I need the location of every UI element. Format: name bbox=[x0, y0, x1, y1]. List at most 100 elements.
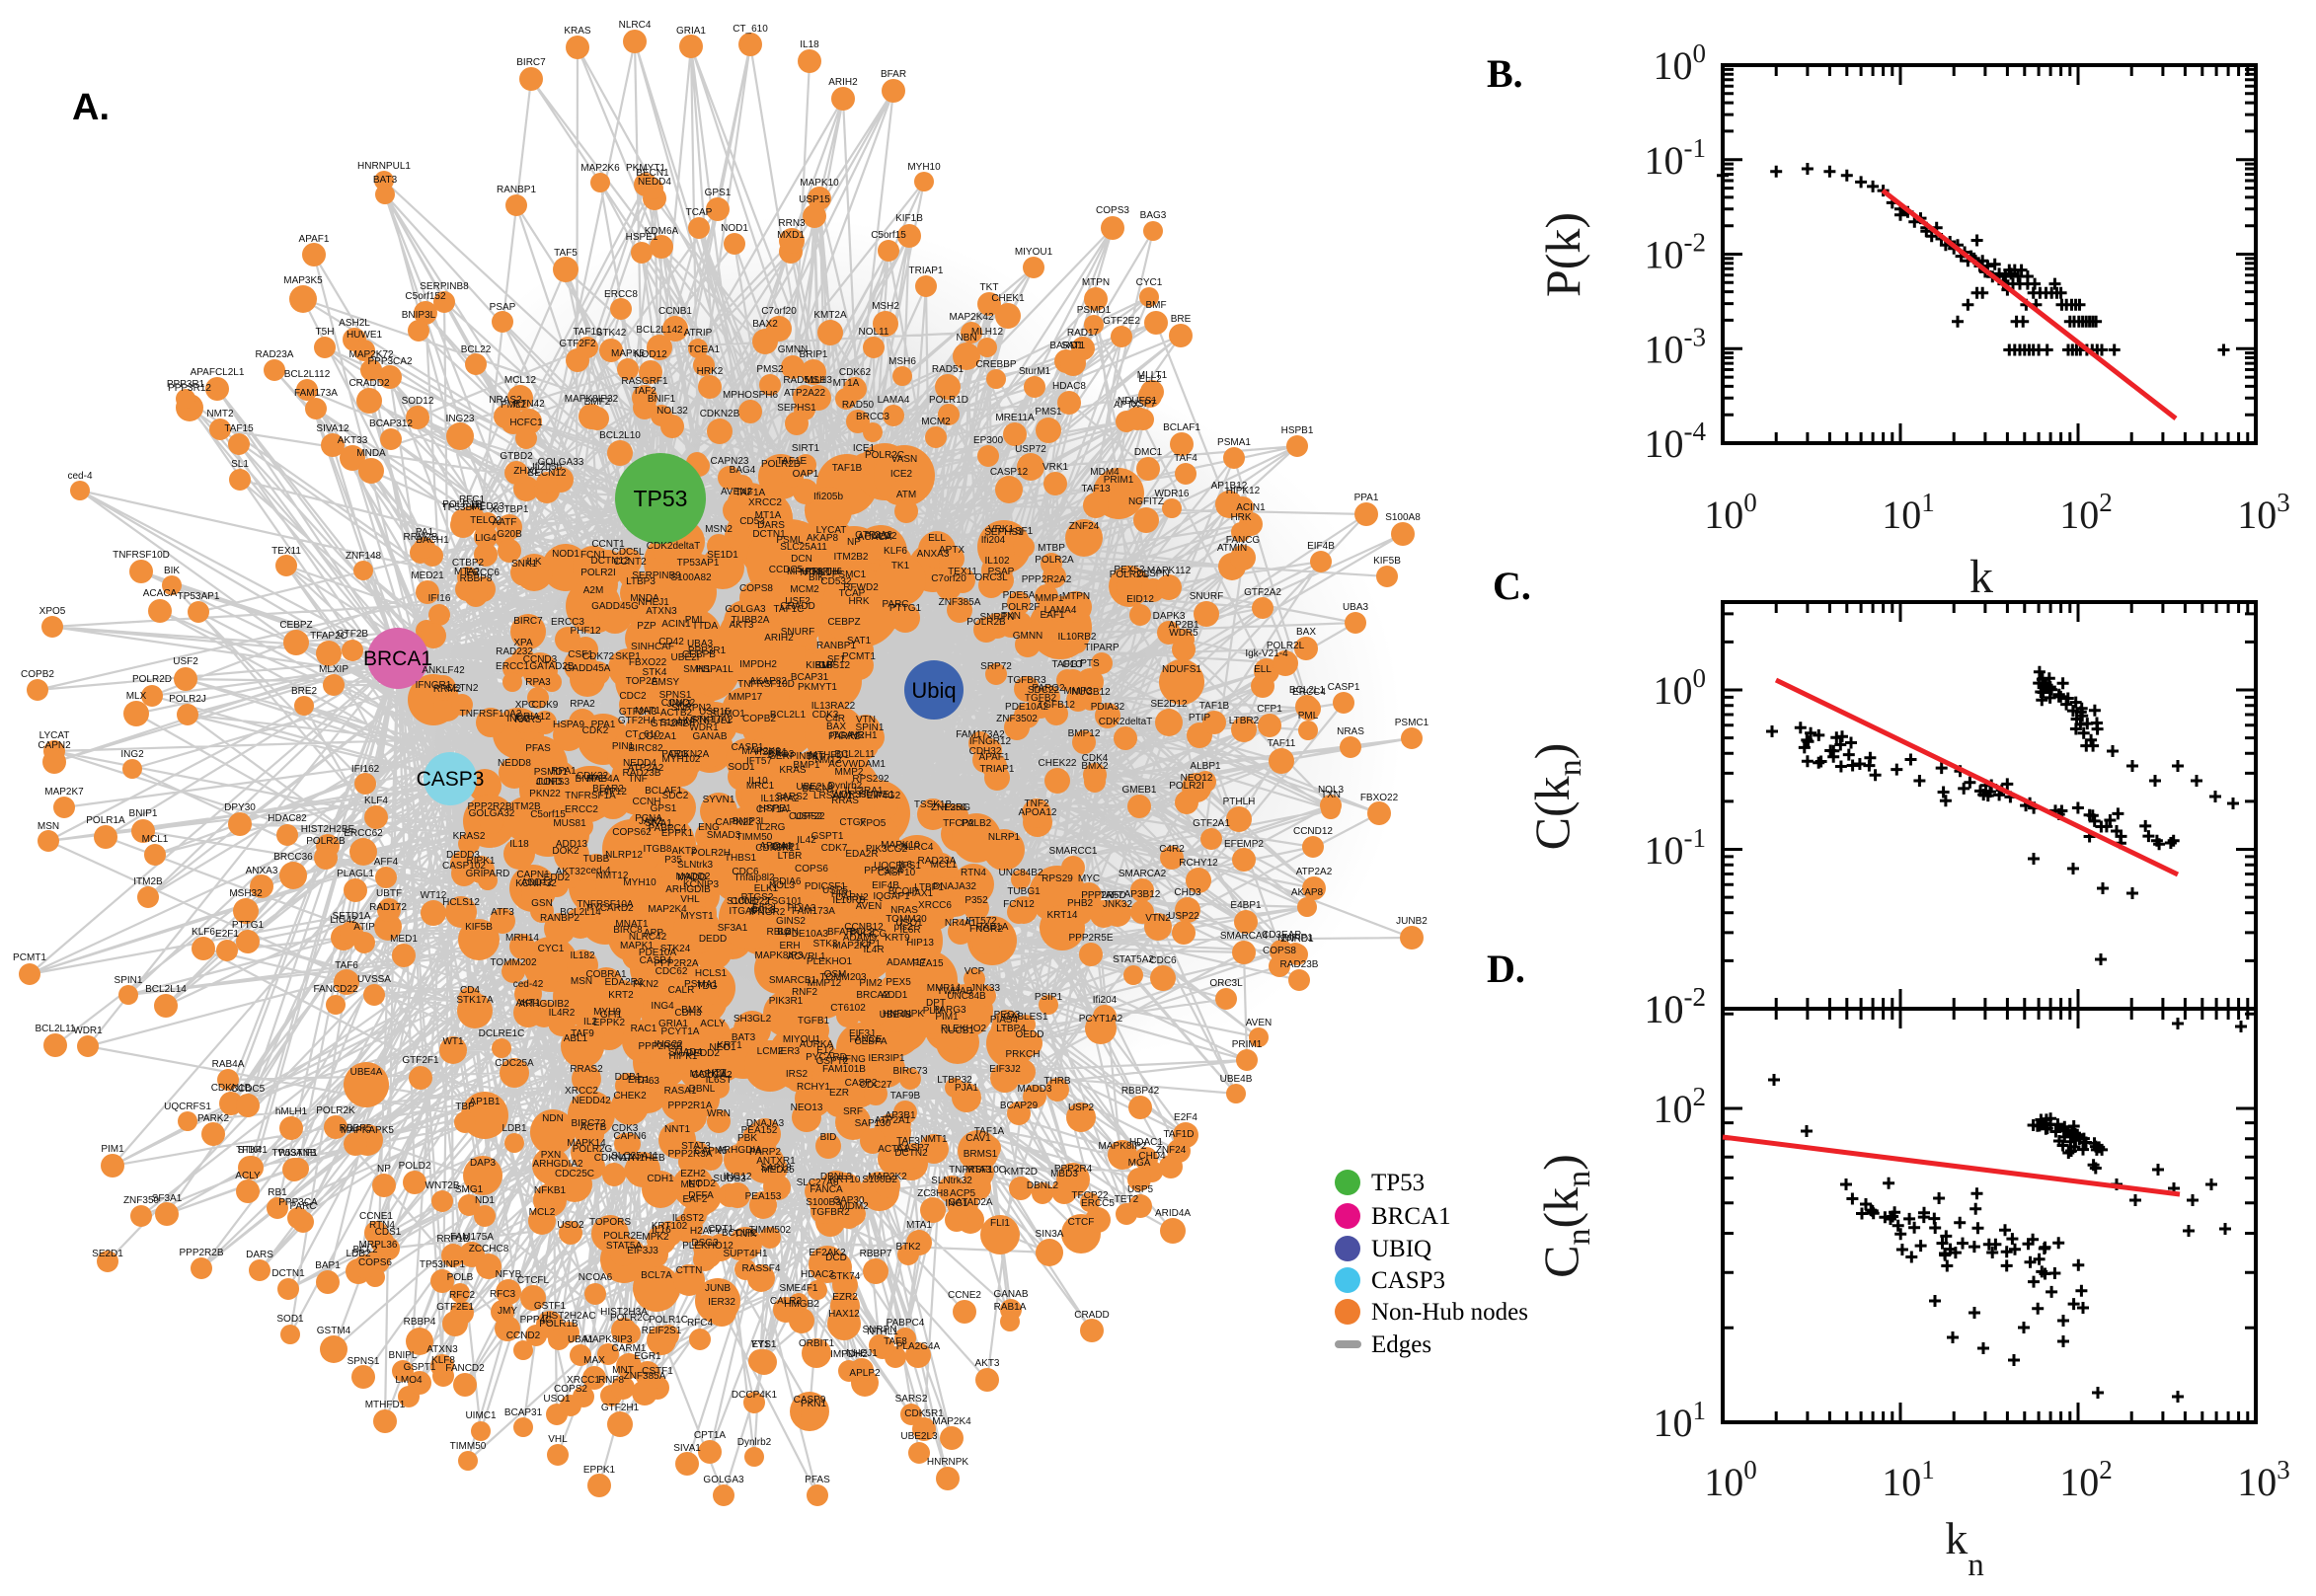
svg-text:SAT1: SAT1 bbox=[1061, 341, 1086, 351]
svg-text:JNK32: JNK32 bbox=[1103, 899, 1132, 910]
svg-text:P352: P352 bbox=[965, 895, 988, 906]
svg-text:PDICSF1: PDICSF1 bbox=[805, 881, 847, 892]
svg-text:PARK2: PARK2 bbox=[197, 1113, 229, 1124]
svg-text:HCLS12: HCLS12 bbox=[442, 897, 480, 908]
svg-text:APAF1: APAF1 bbox=[299, 234, 330, 245]
svg-text:TAF1A: TAF1A bbox=[735, 488, 766, 498]
svg-text:ATN1HEB: ATN1HEB bbox=[620, 1153, 665, 1164]
svg-text:EAF2: EAF2 bbox=[682, 1194, 707, 1205]
svg-text:SMARCA2: SMARCA2 bbox=[1119, 869, 1167, 879]
svg-text:PPP2R2A2: PPP2R2A2 bbox=[1022, 574, 1072, 585]
svg-text:CASP9: CASP9 bbox=[794, 1395, 826, 1406]
svg-text:PPP2R2B: PPP2R2B bbox=[467, 801, 511, 812]
svg-text:MAPK8IP3: MAPK8IP3 bbox=[584, 1334, 633, 1345]
svg-text:CCND2: CCND2 bbox=[506, 1330, 541, 1341]
svg-text:ATP2A22: ATP2A22 bbox=[784, 388, 825, 399]
svg-text:CYC1: CYC1 bbox=[538, 944, 565, 954]
svg-text:AKT1: AKT1 bbox=[515, 998, 540, 1009]
svg-text:MED21: MED21 bbox=[411, 570, 444, 581]
svg-text:S100A8: S100A8 bbox=[1385, 512, 1421, 523]
svg-text:CDH32: CDH32 bbox=[969, 746, 1002, 757]
svg-text:IFI162: IFI162 bbox=[351, 764, 380, 775]
svg-text:NHEJ1: NHEJ1 bbox=[638, 597, 669, 608]
svg-text:SE1D1: SE1D1 bbox=[707, 550, 738, 561]
svg-text:UBE4B: UBE4B bbox=[880, 1010, 912, 1021]
svg-text:ELL: ELL bbox=[1254, 664, 1272, 675]
svg-text:PDIA6: PDIA6 bbox=[773, 876, 802, 887]
svg-text:DEDD: DEDD bbox=[699, 934, 727, 945]
svg-text:EDD2: EDD2 bbox=[544, 873, 571, 883]
svg-text:LIG42: LIG42 bbox=[330, 915, 357, 926]
svg-text:MSH32: MSH32 bbox=[229, 888, 263, 899]
svg-text:E2F4: E2F4 bbox=[1174, 1112, 1197, 1123]
svg-text:ANTXR1: ANTXR1 bbox=[756, 1156, 796, 1167]
svg-text:EID12: EID12 bbox=[1126, 594, 1154, 605]
svg-text:NLRP1: NLRP1 bbox=[988, 832, 1021, 843]
svg-text:USP5: USP5 bbox=[1127, 1184, 1154, 1195]
svg-text:HRK: HRK bbox=[848, 596, 869, 607]
svg-text:MAPK14: MAPK14 bbox=[567, 1138, 606, 1149]
svg-text:TAF1D: TAF1D bbox=[1164, 1129, 1195, 1140]
svg-text:UBIQ: UBIQ bbox=[1371, 1236, 1431, 1262]
svg-text:GTF2A1: GTF2A1 bbox=[1193, 818, 1230, 829]
svg-text:PPA1: PPA1 bbox=[591, 720, 616, 730]
svg-text:JAK2: JAK2 bbox=[639, 816, 662, 827]
svg-text:APP: APP bbox=[644, 928, 663, 939]
svg-text:ACACA: ACACA bbox=[858, 532, 892, 543]
svg-text:AVEN: AVEN bbox=[1246, 1018, 1273, 1028]
svg-text:CDC25A: CDC25A bbox=[495, 1058, 534, 1069]
svg-text:MPHOSPH6: MPHOSPH6 bbox=[787, 567, 843, 577]
svg-text:SERPINB9: SERPINB9 bbox=[632, 570, 681, 581]
svg-text:PDE10A: PDE10A bbox=[639, 948, 677, 958]
svg-text:TK1: TK1 bbox=[891, 561, 910, 571]
svg-text:IL13RA2: IL13RA2 bbox=[761, 794, 800, 804]
svg-text:GTF2E2: GTF2E2 bbox=[1103, 316, 1140, 327]
svg-text:PSMA1: PSMA1 bbox=[684, 979, 718, 990]
svg-text:BRCC3: BRCC3 bbox=[856, 412, 889, 422]
svg-text:ZNF350: ZNF350 bbox=[931, 802, 967, 813]
svg-text:NOD12: NOD12 bbox=[634, 349, 667, 360]
svg-text:RRM2B: RRM2B bbox=[403, 532, 437, 543]
svg-text:BCL2L1: BCL2L1 bbox=[770, 710, 807, 721]
svg-text:PSMD1: PSMD1 bbox=[534, 767, 569, 778]
svg-text:SIN3A: SIN3A bbox=[1036, 1229, 1064, 1240]
svg-text:KCNIP3: KCNIP3 bbox=[683, 879, 720, 890]
svg-text:STK17A: STK17A bbox=[456, 995, 494, 1006]
svg-text:TNFRSF10D: TNFRSF10D bbox=[737, 679, 795, 690]
svg-text:TOPORS: TOPORS bbox=[589, 1217, 631, 1228]
svg-text:ERCC6: ERCC6 bbox=[466, 568, 500, 578]
svg-text:CEBPZ: CEBPZ bbox=[279, 620, 312, 631]
svg-text:TBP: TBP bbox=[455, 1102, 475, 1112]
svg-text:RPS292: RPS292 bbox=[852, 774, 889, 785]
svg-text:FANCD2: FANCD2 bbox=[445, 1363, 485, 1374]
svg-text:IFT572: IFT572 bbox=[965, 916, 997, 927]
svg-text:JUNB: JUNB bbox=[705, 1283, 731, 1294]
svg-text:ZCCHC8: ZCCHC8 bbox=[469, 1244, 509, 1254]
svg-text:ZNF24: ZNF24 bbox=[1069, 521, 1100, 532]
svg-text:FAM173A: FAM173A bbox=[294, 388, 338, 399]
svg-text:NOL3: NOL3 bbox=[769, 880, 796, 891]
svg-text:EIF3J2: EIF3J2 bbox=[989, 1064, 1021, 1075]
svg-text:MDM4: MDM4 bbox=[1090, 467, 1119, 478]
svg-text:ING2: ING2 bbox=[120, 749, 144, 760]
svg-text:PCYT1A2: PCYT1A2 bbox=[1079, 1014, 1123, 1025]
svg-text:SUPT4H1: SUPT4H1 bbox=[723, 1249, 767, 1259]
svg-text:TP53BP1: TP53BP1 bbox=[442, 502, 485, 513]
svg-text:S100B3: S100B3 bbox=[806, 1197, 841, 1208]
svg-text:MSH2: MSH2 bbox=[872, 301, 899, 312]
svg-text:PCMT1: PCMT1 bbox=[13, 952, 46, 963]
svg-text:BAP1: BAP1 bbox=[315, 1260, 341, 1271]
svg-text:HNRNPK: HNRNPK bbox=[927, 1457, 969, 1468]
svg-text:PRKCH: PRKCH bbox=[805, 567, 839, 577]
svg-text:CTGF: CTGF bbox=[839, 817, 866, 828]
svg-text:PML2: PML2 bbox=[501, 400, 527, 411]
svg-text:STK4: STK4 bbox=[642, 667, 666, 678]
svg-text:SNURF: SNURF bbox=[781, 627, 814, 638]
svg-text:FANCE: FANCE bbox=[849, 1034, 883, 1045]
svg-text:COL2A1: COL2A1 bbox=[639, 731, 677, 742]
svg-text:PPP3R12: PPP3R12 bbox=[168, 383, 211, 394]
svg-text:TGFB2: TGFB2 bbox=[1025, 693, 1057, 704]
svg-text:RBBP4: RBBP4 bbox=[404, 1317, 436, 1328]
svg-text:NRAS: NRAS bbox=[890, 905, 918, 916]
svg-text:BCLAF1: BCLAF1 bbox=[1163, 422, 1200, 433]
